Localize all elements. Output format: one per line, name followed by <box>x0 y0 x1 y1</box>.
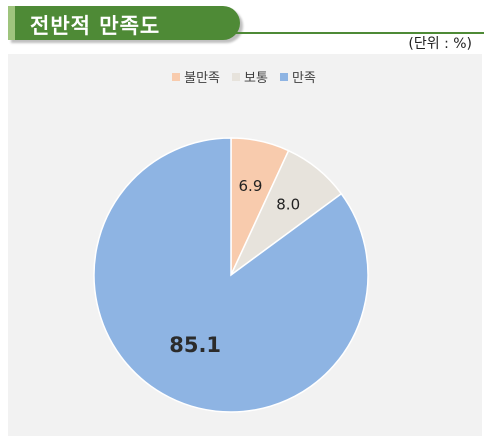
title-accent-bar <box>8 6 15 40</box>
chart-legend: 불만족 보통 만족 <box>0 67 488 86</box>
legend-item: 불만족 <box>172 67 220 86</box>
title-underline <box>220 32 484 34</box>
legend-swatch-satisfied <box>279 72 288 81</box>
legend-label-satisfied: 만족 <box>291 71 316 86</box>
legend-item: 만족 <box>279 67 316 86</box>
title-banner: 전반적 만족도 <box>8 6 240 40</box>
legend-swatch-dissatisfied <box>172 72 181 81</box>
data-label-dissatisfied: 6.9 <box>239 177 263 195</box>
unit-label: (단위 : %) <box>408 36 472 52</box>
page-title: 전반적 만족도 <box>30 14 161 38</box>
pie-slice-satisfied <box>93 137 369 413</box>
legend-item: 보통 <box>232 67 268 86</box>
legend-label-neutral: 보통 <box>244 71 268 86</box>
data-label-satisfied: 85.1 <box>169 333 221 357</box>
legend-swatch-neutral <box>232 72 241 81</box>
legend-label-dissatisfied: 불만족 <box>184 71 221 86</box>
data-label-neutral: 8.0 <box>276 195 300 213</box>
